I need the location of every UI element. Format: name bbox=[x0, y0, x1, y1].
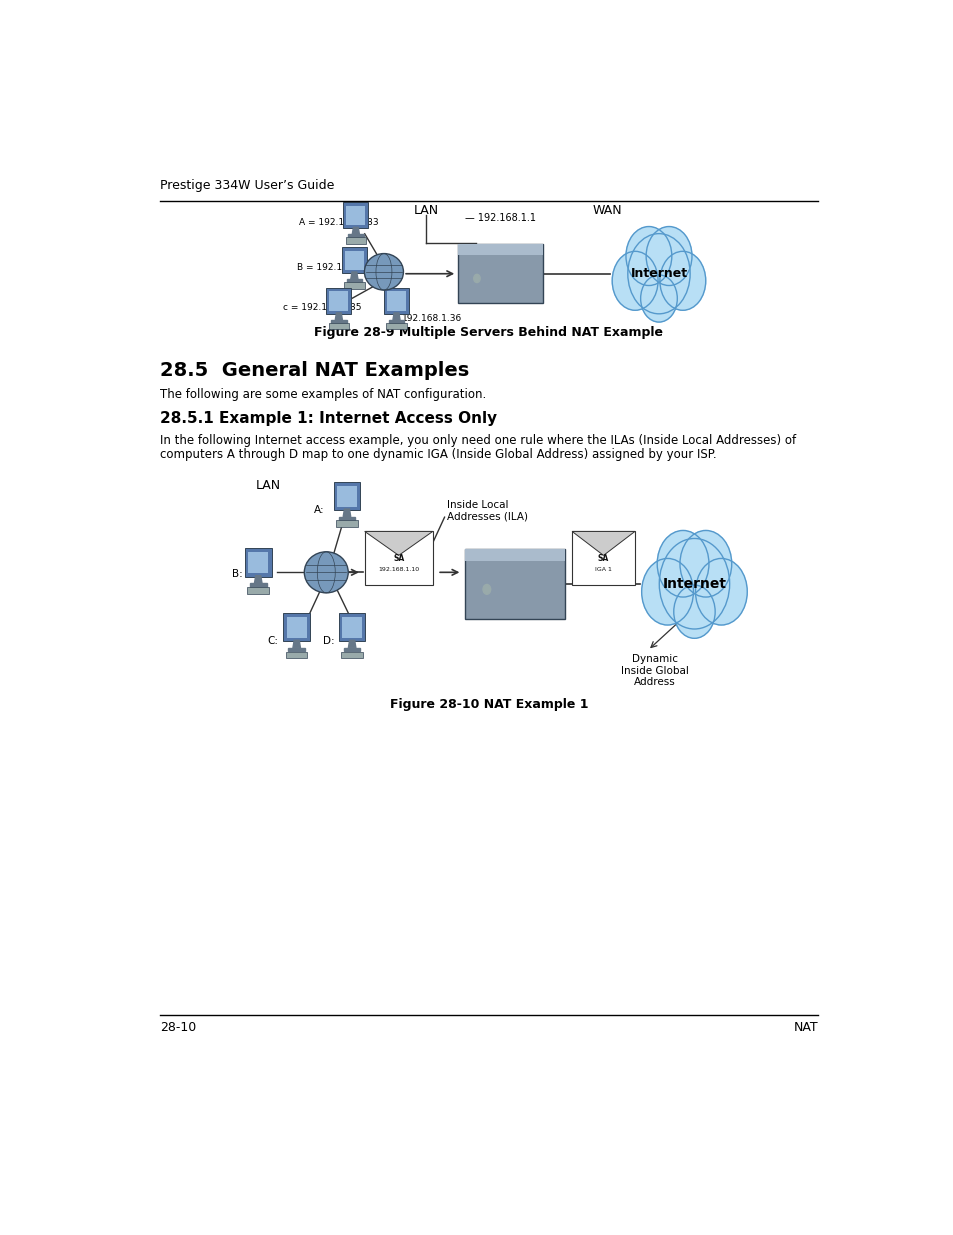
Text: Dynamic: Dynamic bbox=[632, 655, 678, 664]
FancyBboxPatch shape bbox=[572, 531, 635, 584]
Text: 28-10: 28-10 bbox=[160, 1021, 196, 1034]
Circle shape bbox=[695, 558, 746, 625]
Circle shape bbox=[645, 226, 691, 285]
Polygon shape bbox=[348, 235, 363, 237]
Ellipse shape bbox=[364, 253, 403, 290]
Text: 28.5  General NAT Examples: 28.5 General NAT Examples bbox=[160, 361, 469, 380]
FancyBboxPatch shape bbox=[336, 485, 356, 506]
Ellipse shape bbox=[304, 552, 348, 593]
Text: In the following Internet access example, you only need one rule where the ILAs : In the following Internet access example… bbox=[160, 435, 795, 447]
FancyBboxPatch shape bbox=[383, 288, 409, 314]
Text: A = 192.168.1.33: A = 192.168.1.33 bbox=[298, 217, 378, 227]
Circle shape bbox=[474, 274, 479, 283]
FancyBboxPatch shape bbox=[286, 652, 307, 658]
FancyBboxPatch shape bbox=[326, 288, 351, 314]
FancyBboxPatch shape bbox=[344, 282, 364, 289]
Polygon shape bbox=[352, 227, 359, 235]
FancyBboxPatch shape bbox=[464, 548, 564, 561]
Text: B:: B: bbox=[232, 569, 242, 579]
Polygon shape bbox=[351, 272, 357, 279]
Circle shape bbox=[659, 251, 705, 310]
Text: IGA 1: IGA 1 bbox=[595, 567, 611, 572]
FancyBboxPatch shape bbox=[286, 616, 307, 638]
Polygon shape bbox=[338, 516, 355, 520]
Text: Figure 28-10 NAT Example 1: Figure 28-10 NAT Example 1 bbox=[389, 698, 588, 711]
FancyBboxPatch shape bbox=[343, 203, 368, 228]
Circle shape bbox=[625, 226, 671, 285]
FancyBboxPatch shape bbox=[283, 613, 310, 641]
Text: Internet: Internet bbox=[661, 577, 725, 590]
Text: LAN: LAN bbox=[413, 205, 438, 217]
Text: Prestige 334W User’s Guide: Prestige 334W User’s Guide bbox=[160, 179, 334, 191]
FancyBboxPatch shape bbox=[248, 552, 268, 573]
Text: c = 192.168.1.35: c = 192.168.1.35 bbox=[283, 304, 361, 312]
Polygon shape bbox=[288, 648, 305, 651]
FancyBboxPatch shape bbox=[341, 652, 362, 658]
FancyBboxPatch shape bbox=[364, 531, 433, 584]
Circle shape bbox=[679, 531, 731, 597]
Circle shape bbox=[641, 558, 693, 625]
FancyBboxPatch shape bbox=[346, 206, 365, 225]
Text: SA: SA bbox=[598, 553, 609, 563]
Polygon shape bbox=[335, 312, 342, 320]
Circle shape bbox=[612, 251, 658, 310]
FancyBboxPatch shape bbox=[335, 520, 357, 527]
Polygon shape bbox=[364, 531, 433, 556]
FancyBboxPatch shape bbox=[345, 237, 366, 243]
Polygon shape bbox=[346, 279, 362, 282]
Text: 28.5.1 Example 1: Internet Access Only: 28.5.1 Example 1: Internet Access Only bbox=[160, 411, 497, 426]
Text: C:: C: bbox=[267, 636, 278, 646]
Polygon shape bbox=[343, 509, 351, 516]
Polygon shape bbox=[343, 648, 360, 651]
FancyBboxPatch shape bbox=[247, 587, 269, 594]
Text: computers A through D map to one dynamic IGA (Inside Global Address) assigned by: computers A through D map to one dynamic… bbox=[160, 448, 716, 461]
Text: Figure 28-9 Multiple Servers Behind NAT Example: Figure 28-9 Multiple Servers Behind NAT … bbox=[314, 326, 662, 340]
Text: Addresses (ILA): Addresses (ILA) bbox=[446, 511, 527, 521]
FancyBboxPatch shape bbox=[341, 247, 367, 273]
FancyBboxPatch shape bbox=[245, 548, 272, 577]
Text: B = 192.168.1.34: B = 192.168.1.34 bbox=[296, 263, 375, 272]
Circle shape bbox=[673, 585, 715, 638]
Text: D:: D: bbox=[322, 636, 334, 646]
Polygon shape bbox=[348, 640, 355, 648]
Text: WAN: WAN bbox=[592, 205, 621, 217]
Polygon shape bbox=[293, 640, 300, 648]
Circle shape bbox=[627, 233, 689, 314]
Text: SA: SA bbox=[393, 553, 404, 563]
FancyBboxPatch shape bbox=[342, 616, 362, 638]
FancyBboxPatch shape bbox=[386, 324, 406, 330]
FancyBboxPatch shape bbox=[329, 291, 348, 311]
Text: Internet: Internet bbox=[630, 267, 687, 280]
FancyBboxPatch shape bbox=[344, 251, 363, 270]
Circle shape bbox=[657, 531, 708, 597]
Text: Inside Global: Inside Global bbox=[620, 666, 688, 676]
Text: 192.168.1.36: 192.168.1.36 bbox=[401, 314, 461, 322]
Polygon shape bbox=[331, 320, 346, 322]
Text: A:: A: bbox=[314, 505, 324, 515]
FancyBboxPatch shape bbox=[464, 548, 564, 619]
FancyBboxPatch shape bbox=[334, 482, 360, 510]
Text: — 192.168.1.1: — 192.168.1.1 bbox=[465, 212, 536, 222]
Circle shape bbox=[659, 538, 729, 629]
Text: LAN: LAN bbox=[255, 479, 281, 493]
FancyBboxPatch shape bbox=[328, 324, 349, 330]
FancyBboxPatch shape bbox=[457, 245, 542, 254]
FancyBboxPatch shape bbox=[338, 613, 365, 641]
FancyBboxPatch shape bbox=[387, 291, 406, 311]
Text: 192.168.1.10: 192.168.1.10 bbox=[377, 567, 419, 572]
Circle shape bbox=[482, 584, 490, 594]
Polygon shape bbox=[572, 531, 635, 556]
Polygon shape bbox=[388, 320, 404, 322]
Polygon shape bbox=[254, 576, 262, 583]
Polygon shape bbox=[393, 312, 399, 320]
Circle shape bbox=[640, 275, 677, 322]
Text: Address: Address bbox=[634, 677, 676, 687]
FancyBboxPatch shape bbox=[457, 245, 542, 304]
Text: The following are some examples of NAT configuration.: The following are some examples of NAT c… bbox=[160, 388, 486, 401]
Text: Inside Local: Inside Local bbox=[446, 500, 508, 510]
Polygon shape bbox=[250, 583, 266, 587]
Text: NAT: NAT bbox=[793, 1021, 817, 1034]
